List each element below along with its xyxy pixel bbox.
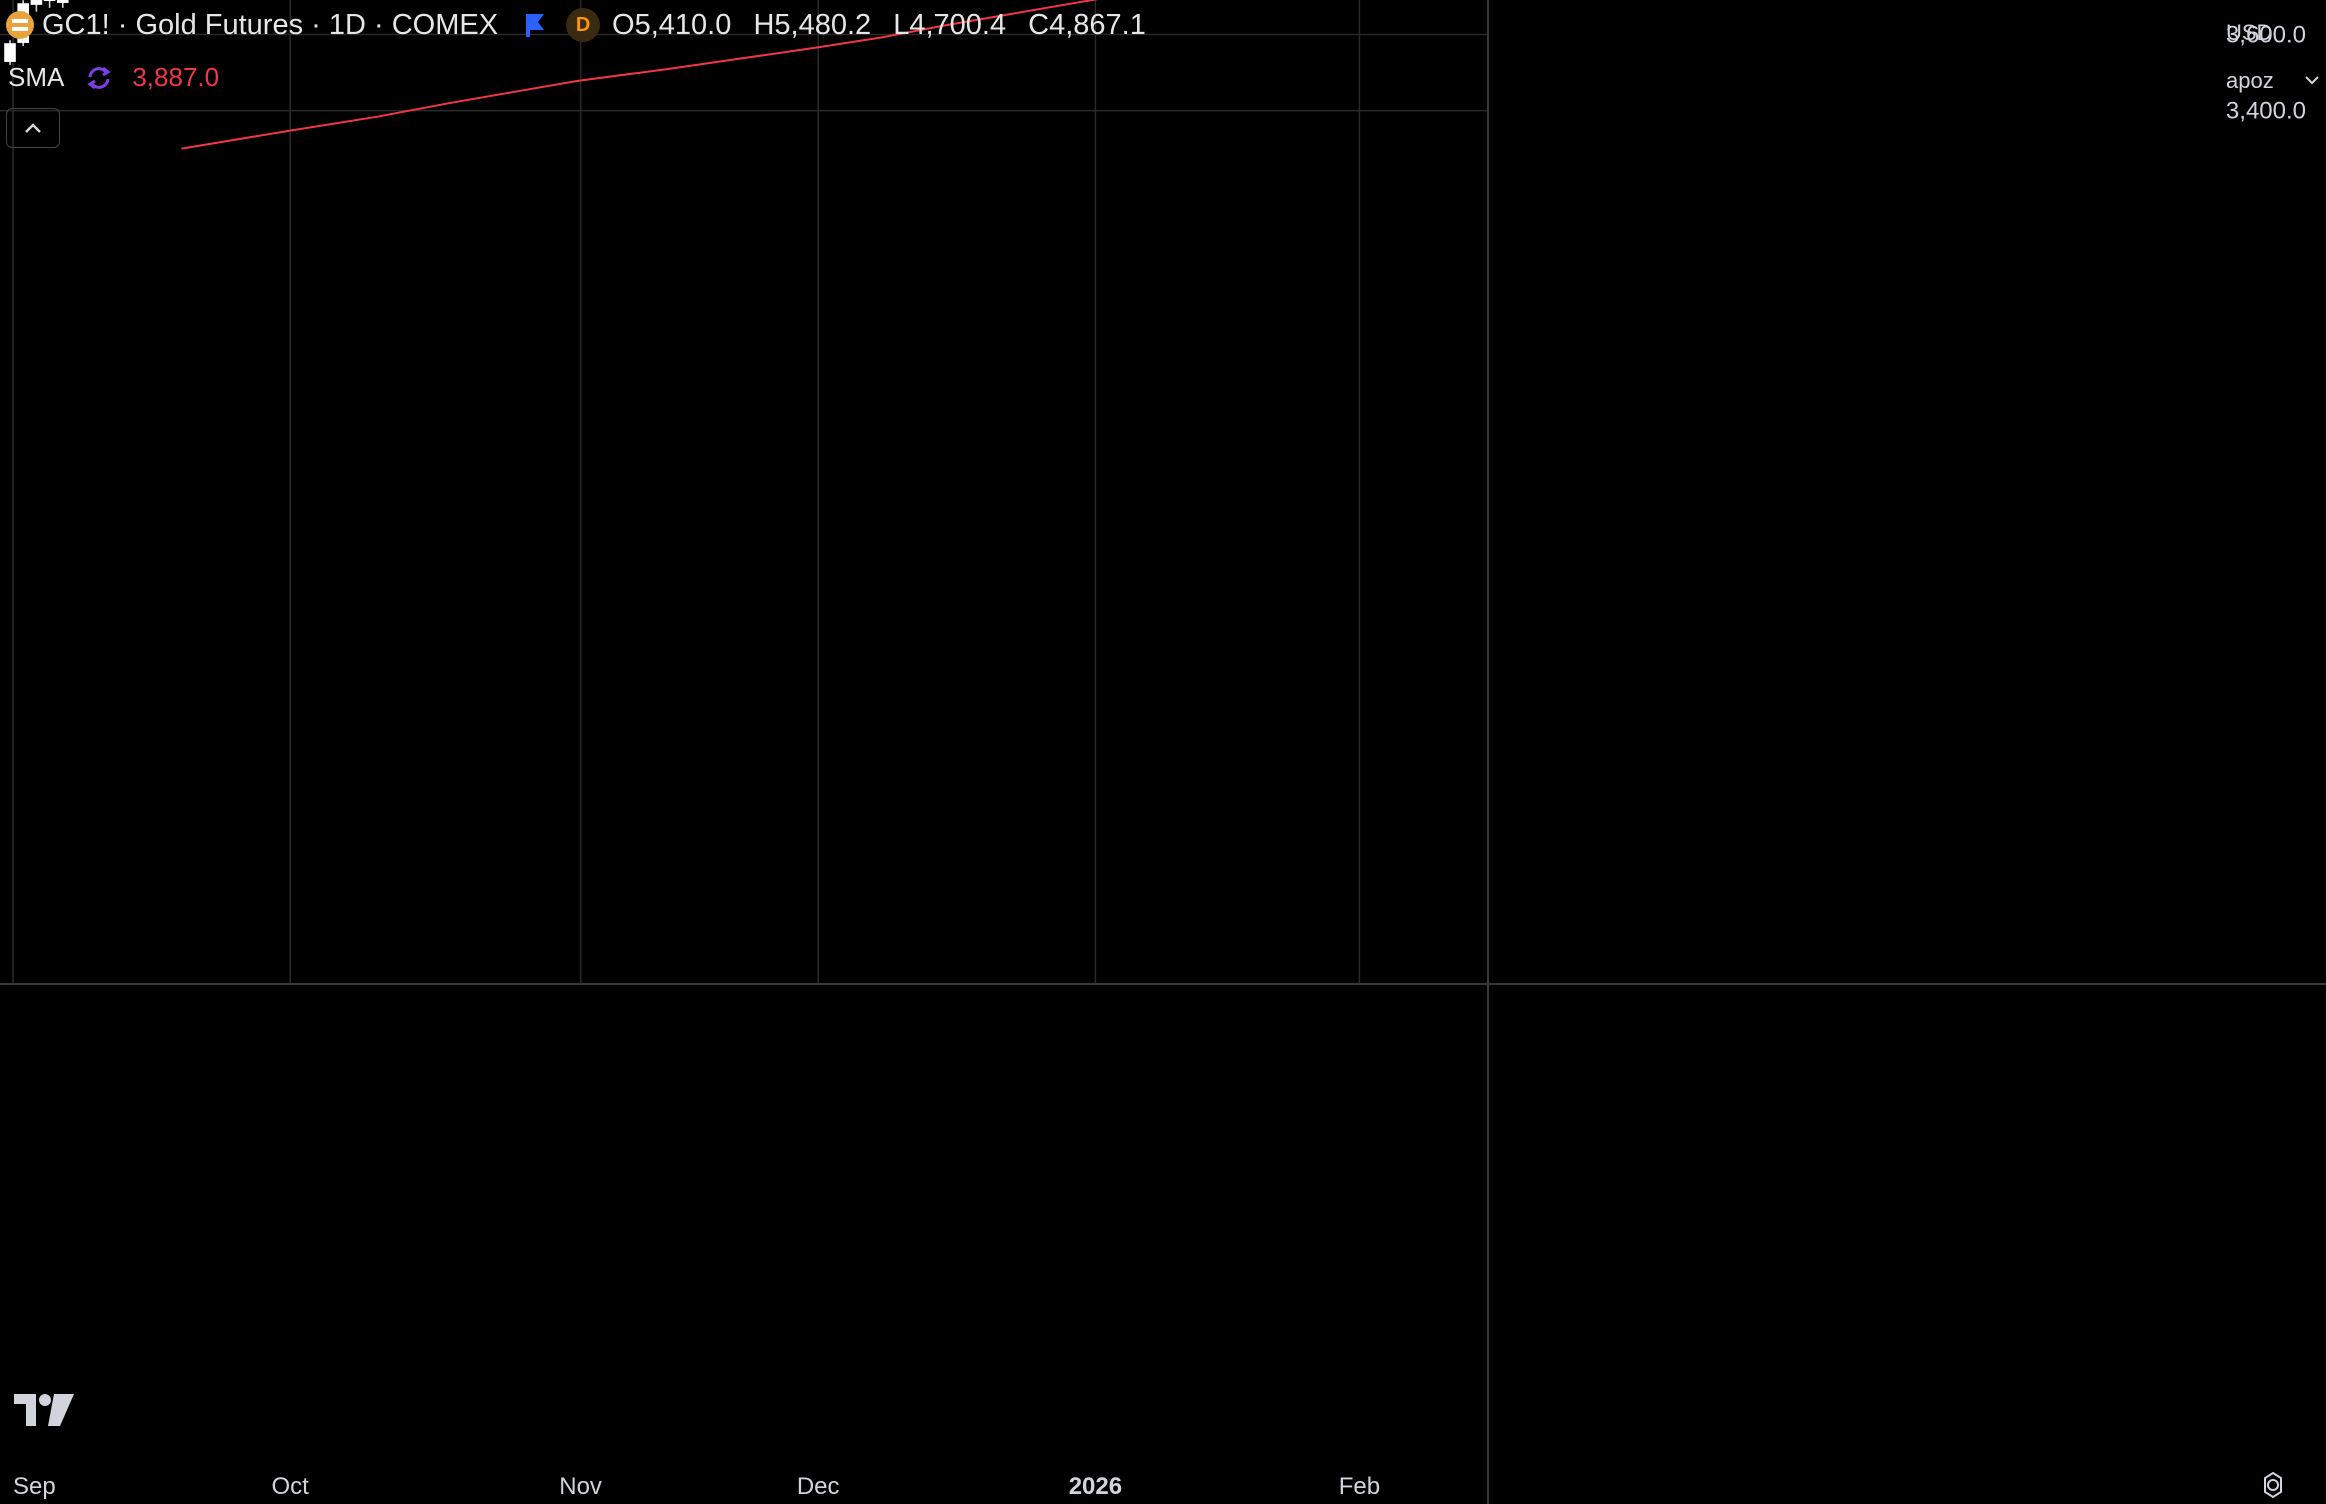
candle-body bbox=[30, 0, 43, 5]
flag-icon[interactable] bbox=[524, 12, 546, 38]
gold-icon bbox=[6, 11, 34, 39]
low-value: L4,700.4 bbox=[893, 8, 1007, 41]
high-value: H5,480.2 bbox=[753, 8, 872, 41]
candle bbox=[30, 0, 43, 12]
tradingview-logo-icon[interactable] bbox=[14, 1390, 76, 1430]
chevron-down-icon bbox=[2305, 76, 2319, 85]
x-tick-label: Oct bbox=[272, 1473, 310, 1500]
settings-gear-icon[interactable] bbox=[2258, 1470, 2288, 1500]
chart-grid bbox=[0, 0, 1488, 983]
sma-line bbox=[181, 0, 1099, 150]
y-tick-label: 3,600.0 bbox=[2226, 22, 2306, 49]
open-value: O5,410.0 bbox=[612, 8, 732, 41]
candle bbox=[56, 0, 69, 8]
ohlc-values: O5,410.0 H5,480.2 L4,700.4 C4,867.1 bbox=[612, 9, 1160, 42]
symbol-header: GC1! · Gold Futures · 1D · COMEX D O5,41… bbox=[6, 8, 1160, 42]
symbol-title[interactable]: GC1! · Gold Futures · 1D · COMEX bbox=[42, 8, 499, 41]
scale-mode-select[interactable]: apoz bbox=[2216, 56, 2326, 106]
sma-name: SMA bbox=[8, 62, 65, 92]
x-tick-label: 2026 bbox=[1069, 1473, 1122, 1500]
x-tick-label: Sep bbox=[13, 1473, 56, 1500]
loading-cycle-icon bbox=[87, 66, 111, 89]
close-value: C4,867.1 bbox=[1028, 8, 1146, 41]
currency-label: USD bbox=[2226, 20, 2273, 45]
delay-badge[interactable]: D bbox=[566, 8, 601, 42]
candle bbox=[43, 0, 56, 8]
scale-mode-label: apoz bbox=[2226, 68, 2274, 93]
chevron-up-icon bbox=[25, 123, 41, 133]
candle-body bbox=[4, 43, 16, 62]
candle bbox=[4, 40, 16, 65]
x-tick-label: Feb bbox=[1339, 1473, 1380, 1500]
collapse-legend-button[interactable] bbox=[6, 108, 60, 148]
x-tick-label: Dec bbox=[797, 1473, 840, 1500]
sma-value: 3,887.0 bbox=[132, 62, 220, 92]
sma-legend[interactable]: SMA 3,887.0 bbox=[8, 62, 219, 93]
candle-body bbox=[56, 0, 69, 3]
currency-select[interactable]: USD bbox=[2216, 8, 2326, 58]
y-tick-label: 3,400.0 bbox=[2226, 98, 2306, 125]
sma-line-group bbox=[181, 0, 1099, 150]
x-tick-label: Nov bbox=[559, 1473, 602, 1500]
